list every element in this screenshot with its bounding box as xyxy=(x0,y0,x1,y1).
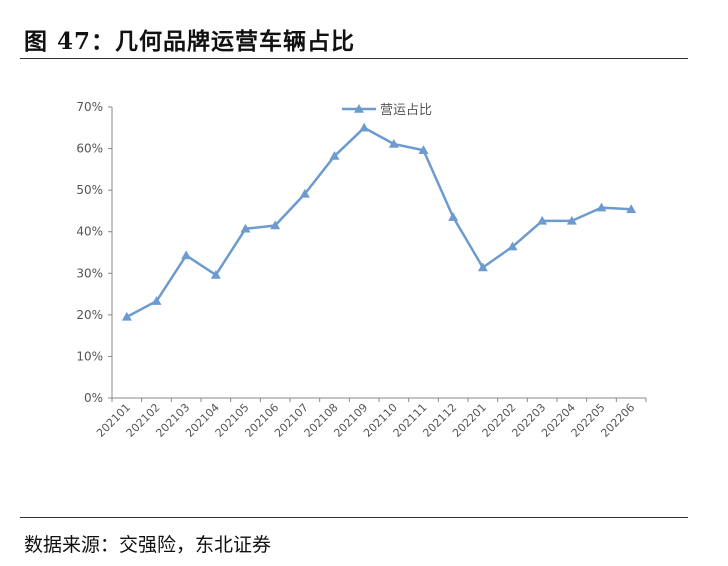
data-point xyxy=(388,138,399,148)
source-note: 数据来源：交强险，东北证券 xyxy=(24,534,272,556)
y-tick-labels: 0% 10% 20% 30% 40% 50% 60% 70% xyxy=(76,100,103,405)
data-point xyxy=(329,151,340,160)
y-tick-label: 70% xyxy=(76,100,103,114)
x-tick-labels: 2021012021022021032021042021052021062021… xyxy=(94,401,637,440)
title-rule xyxy=(20,58,688,59)
data-point xyxy=(537,215,548,225)
data-point xyxy=(210,269,221,279)
legend: 营运占比 xyxy=(342,103,432,118)
y-tick-label: 10% xyxy=(76,349,103,363)
data-point xyxy=(181,250,192,260)
y-tick-label: 40% xyxy=(76,225,103,239)
data-point xyxy=(477,262,488,272)
y-tick-label: 20% xyxy=(76,308,103,322)
legend-label: 营运占比 xyxy=(380,103,432,118)
data-point xyxy=(359,122,370,132)
data-point xyxy=(270,220,281,230)
figure-title: 图 47：几何品牌运营车辆占比 xyxy=(24,28,356,55)
data-point xyxy=(448,212,459,221)
source-rule xyxy=(20,517,688,518)
y-tick-label: 0% xyxy=(84,391,103,405)
axes xyxy=(108,106,647,402)
data-point xyxy=(121,311,132,321)
data-point xyxy=(240,223,251,233)
data-point xyxy=(626,204,637,214)
y-tick-label: 30% xyxy=(76,266,103,280)
data-point xyxy=(507,241,518,251)
data-point xyxy=(151,296,162,305)
data-point xyxy=(596,202,607,212)
series-layer xyxy=(121,122,637,321)
data-point xyxy=(566,215,577,225)
series-line xyxy=(126,126,632,319)
y-tick-label: 50% xyxy=(76,183,103,197)
y-tick-label: 60% xyxy=(76,142,103,156)
data-point xyxy=(299,188,310,198)
legend-marker-swatch xyxy=(354,104,364,113)
data-point xyxy=(418,145,429,154)
